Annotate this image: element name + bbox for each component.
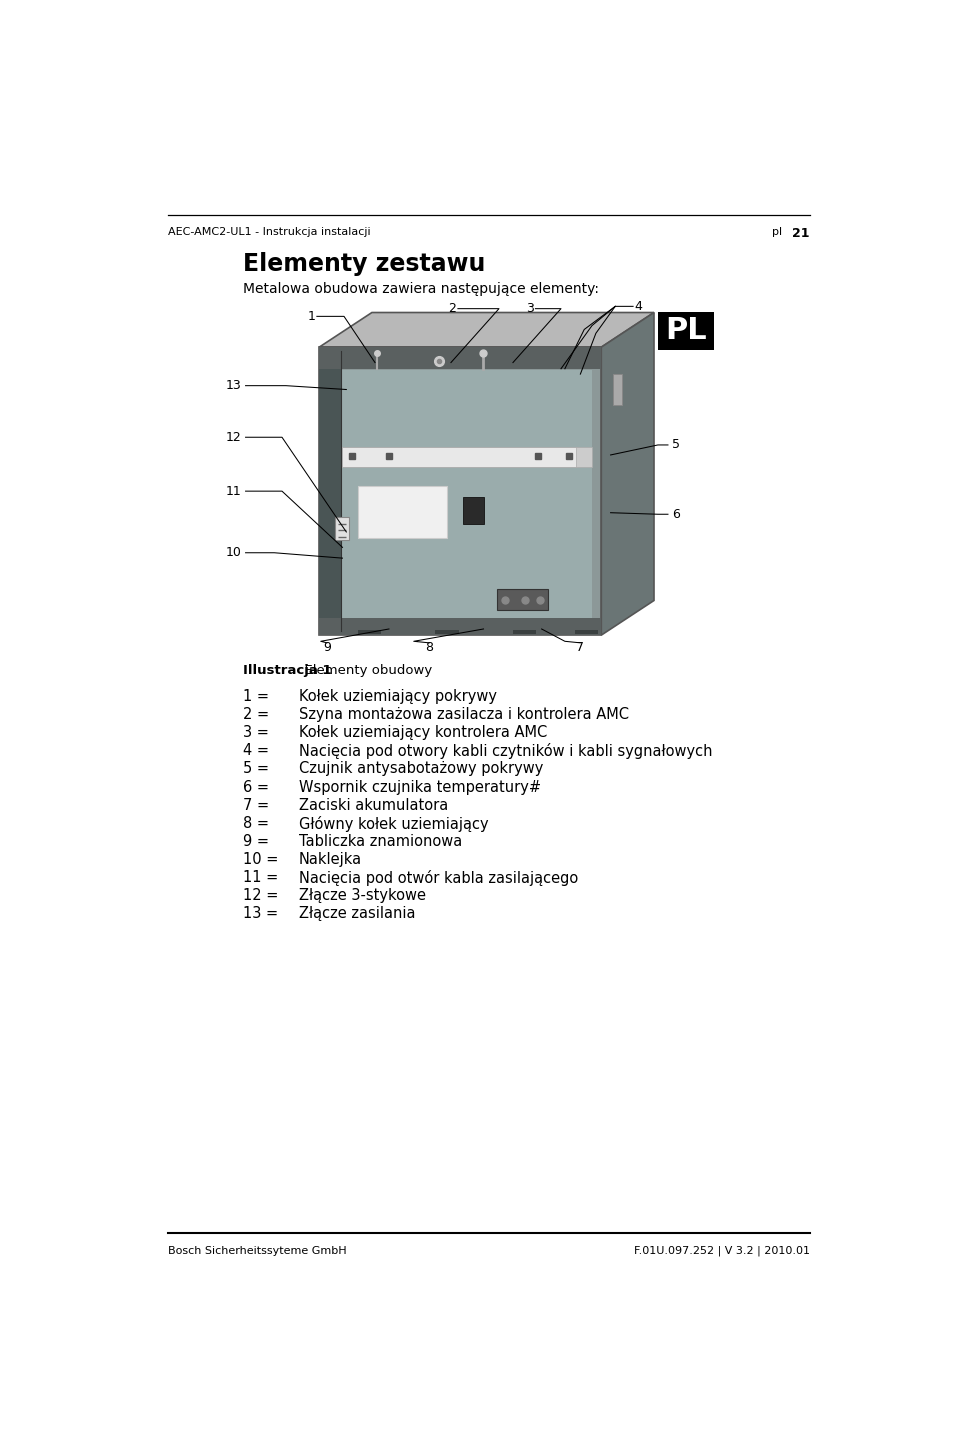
Text: 2 =: 2 =: [243, 706, 269, 722]
Text: Elementy obudowy: Elementy obudowy: [295, 665, 432, 678]
Text: Kołek uziemiający kontrolera AMC: Kołek uziemiający kontrolera AMC: [298, 725, 547, 741]
Text: 1 =: 1 =: [243, 689, 269, 704]
Text: 11: 11: [226, 485, 241, 498]
Text: Illustracja 1: Illustracja 1: [243, 665, 332, 678]
Text: 21: 21: [791, 227, 809, 240]
Bar: [319, 347, 600, 635]
Text: AEC-AMC2-UL1 - Instrukcja instalacji: AEC-AMC2-UL1 - Instrukcja instalacji: [168, 227, 371, 237]
Text: 7: 7: [576, 641, 584, 654]
Text: Główny kołek uziemiający: Główny kołek uziemiający: [298, 815, 488, 832]
Bar: [658, 312, 713, 350]
Text: 1: 1: [307, 310, 315, 323]
Text: Zaciski akumulatora: Zaciski akumulatora: [298, 798, 448, 812]
Text: Złącze zasilania: Złącze zasilania: [298, 907, 416, 921]
Text: Szyna montażowa zasilacza i kontrolera AMC: Szyna montażowa zasilacza i kontrolera A…: [298, 706, 628, 722]
Text: PL: PL: [664, 316, 706, 346]
Text: 4: 4: [634, 300, 641, 313]
Text: 7 =: 7 =: [243, 798, 269, 812]
Text: 11 =: 11 =: [243, 869, 278, 885]
Text: Nacięcia pod otwory kabli czytników i kabli sygnałowych: Nacięcia pod otwory kabli czytników i ka…: [298, 744, 712, 759]
Bar: [357, 486, 447, 538]
Text: Kołek uziemiający pokrywy: Kołek uziemiający pokrywy: [298, 689, 497, 704]
Text: 12: 12: [226, 430, 241, 443]
Text: 6: 6: [671, 508, 679, 521]
Text: 2: 2: [448, 302, 456, 315]
Text: Złącze 3-stykowe: Złącze 3-stykowe: [298, 888, 426, 904]
Text: Nacięcia pod otwór kabla zasilającego: Nacięcia pod otwór kabla zasilającego: [298, 869, 578, 887]
Text: Elementy zestawu: Elementy zestawu: [243, 253, 485, 276]
Text: 13: 13: [226, 379, 241, 392]
Text: pl: pl: [771, 227, 781, 237]
Bar: [319, 618, 600, 635]
Bar: [575, 629, 598, 633]
Text: 13 =: 13 =: [243, 907, 278, 921]
Text: 12 =: 12 =: [243, 888, 278, 904]
Polygon shape: [319, 313, 654, 347]
Bar: [612, 375, 621, 405]
Text: Naklejka: Naklejka: [298, 852, 362, 867]
Text: Bosch Sicherheitssyteme GmbH: Bosch Sicherheitssyteme GmbH: [168, 1246, 346, 1256]
Text: F.01U.097.252 | V 3.2 | 2010.01: F.01U.097.252 | V 3.2 | 2010.01: [633, 1246, 809, 1256]
Text: 9: 9: [323, 641, 331, 654]
Bar: [319, 347, 340, 635]
Text: 9 =: 9 =: [243, 834, 269, 849]
Bar: [435, 629, 458, 633]
Text: Wspornik czujnika temperatury#: Wspornik czujnika temperatury#: [298, 779, 540, 795]
Text: 5 =: 5 =: [243, 761, 269, 776]
Bar: [462, 498, 484, 525]
Text: 5: 5: [671, 439, 679, 452]
Text: Czujnik antysabotażowy pokrywy: Czujnik antysabotażowy pokrywy: [298, 761, 543, 776]
Bar: [342, 370, 592, 618]
Polygon shape: [600, 313, 654, 635]
Text: 3 =: 3 =: [243, 725, 269, 741]
Text: Metalowa obudowa zawiera następujące elementy:: Metalowa obudowa zawiera następujące ele…: [243, 282, 598, 296]
Text: 6 =: 6 =: [243, 779, 269, 795]
Bar: [357, 629, 381, 633]
Bar: [576, 448, 592, 466]
Bar: [335, 516, 348, 539]
Text: 8 =: 8 =: [243, 815, 269, 831]
Text: 10: 10: [226, 546, 242, 559]
Text: 10 =: 10 =: [243, 852, 278, 867]
Bar: [342, 448, 576, 466]
Text: Tabliczka znamionowa: Tabliczka znamionowa: [298, 834, 462, 849]
Bar: [319, 347, 600, 369]
Bar: [513, 629, 536, 633]
Text: 3: 3: [525, 302, 534, 315]
Text: 4 =: 4 =: [243, 744, 269, 758]
Text: 8: 8: [425, 641, 433, 654]
Bar: [497, 589, 547, 611]
